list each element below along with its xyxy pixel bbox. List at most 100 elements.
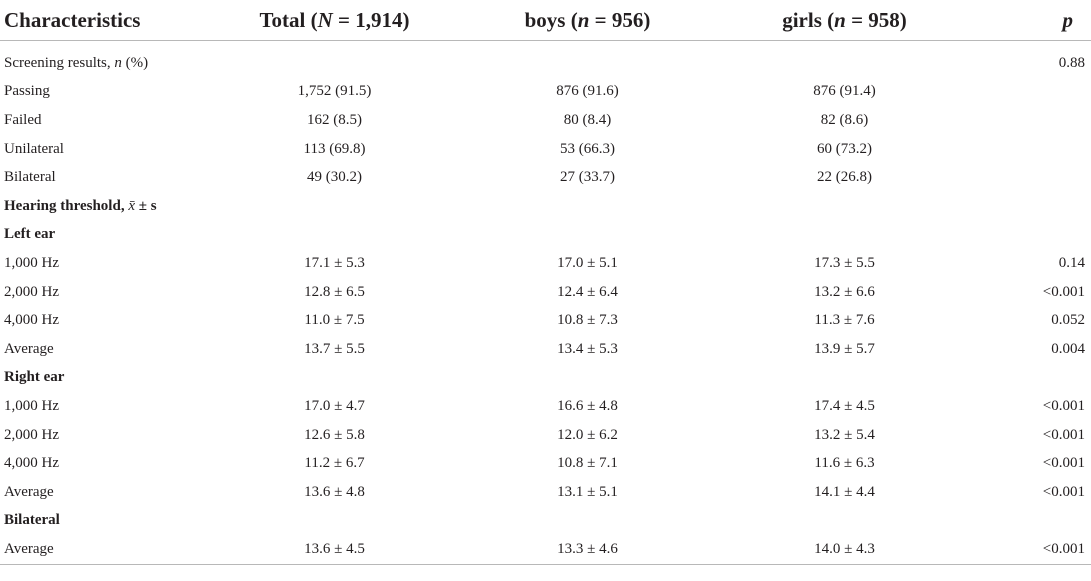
table-row: 4,000 Hz 11.2 ± 6.7 10.8 ± 7.1 11.6 ± 6.3 <0…	[0, 449, 1091, 478]
table-row: Screening results, n (%) 0.88	[0, 49, 1091, 78]
cell-boys	[451, 364, 724, 393]
cell-girls	[724, 192, 965, 221]
cell-girls	[724, 49, 965, 78]
row-label: Average	[4, 340, 54, 357]
cell-girls: 11.6 ± 6.3	[814, 455, 875, 472]
cell-total: 13.6 ± 4.5	[218, 535, 451, 566]
cell-p-value	[965, 78, 1091, 107]
table-body: Screening results, n (%) 0.88 Passing 1,752…	[0, 41, 1091, 566]
cell-boys: 10.8 ± 7.1	[557, 455, 618, 472]
cell-p-value: <0.001	[1042, 283, 1085, 300]
cell-boys: 80 (8.4)	[563, 111, 612, 128]
cell-boys: 12.0 ± 6.2	[557, 426, 618, 443]
cell-boys: 12.4 ± 6.4	[557, 283, 618, 300]
cell-girls: 13.2 ± 6.6	[814, 283, 875, 300]
cell-girls: 11.3 ± 7.6	[814, 312, 875, 329]
table-row: 2,000 Hz 12.8 ± 6.5 12.4 ± 6.4 13.2 ± 6.6 <0…	[0, 278, 1091, 307]
section-header-row: Left ear	[0, 221, 1091, 250]
table-row: 4,000 Hz 11.0 ± 7.5 10.8 ± 7.3 11.3 ± 7.6 0.…	[0, 306, 1091, 335]
row-label: Average	[4, 483, 54, 500]
cell-boys: 13.3 ± 4.6	[451, 535, 724, 566]
cell-p-value	[965, 163, 1091, 192]
cell-total	[218, 507, 451, 536]
cell-girls: 876 (91.4)	[813, 83, 876, 100]
table-row: Average 13.7 ± 5.5 13.4 ± 5.3 13.9 ± 5.7 0.0…	[0, 335, 1091, 364]
cell-total: 11.0 ± 7.5	[304, 312, 365, 329]
cell-p-value: 0.88	[1058, 54, 1085, 71]
cell-total	[218, 364, 451, 393]
cell-p-value: <0.001	[1042, 397, 1085, 414]
cell-total: 13.6 ± 4.8	[304, 483, 365, 500]
spacer-row	[0, 41, 1091, 50]
cell-total	[218, 49, 451, 78]
cell-girls: 14.1 ± 4.4	[814, 483, 875, 500]
table-row: 2,000 Hz 12.6 ± 5.8 12.0 ± 6.2 13.2 ± 5.4 <0…	[0, 421, 1091, 450]
row-label: 2,000 Hz	[4, 283, 59, 300]
cell-p-value: 0.14	[1058, 254, 1085, 271]
row-label: Failed	[4, 111, 42, 128]
row-label: Bilateral	[4, 512, 60, 529]
section-header-row: Right ear	[0, 364, 1091, 393]
cell-boys: 13.4 ± 5.3	[557, 340, 618, 357]
cell-girls: 17.3 ± 5.5	[814, 254, 875, 271]
cell-p-value: <0.001	[965, 535, 1091, 566]
cell-total: 17.1 ± 5.3	[304, 254, 365, 271]
section-header-row: Hearing threshold, x̄ ± s	[0, 192, 1091, 221]
row-label: Passing	[4, 83, 50, 100]
cell-p-value: 0.004	[1051, 340, 1085, 357]
cell-total	[218, 221, 451, 250]
cell-boys: 16.6 ± 4.8	[557, 397, 618, 414]
cell-total: 162 (8.5)	[307, 111, 362, 128]
cell-p-value	[965, 106, 1091, 135]
cell-girls	[724, 507, 965, 536]
row-label: 2,000 Hz	[4, 426, 59, 443]
row-label: Screening results, n (%)	[4, 54, 149, 71]
cell-girls: 17.4 ± 4.5	[814, 397, 875, 414]
cell-girls: 14.0 ± 4.3	[724, 535, 965, 566]
table-row: Bilateral 49 (30.2) 27 (33.7) 22 (26.8)	[0, 163, 1091, 192]
row-label: Right ear	[4, 369, 65, 386]
cell-p-value	[965, 507, 1091, 536]
header-p-value: p	[1062, 7, 1074, 32]
cell-p-value: <0.001	[1042, 455, 1085, 472]
cell-girls: 13.2 ± 5.4	[814, 426, 875, 443]
header-characteristics: Characteristics	[4, 7, 141, 32]
cell-girls: 60 (73.2)	[817, 140, 872, 157]
header-boys: boys (n = 956)	[524, 7, 651, 32]
cell-total: 12.8 ± 6.5	[304, 283, 365, 300]
row-label: 4,000 Hz	[4, 455, 59, 472]
cell-boys	[451, 192, 724, 221]
cell-boys: 53 (66.3)	[560, 140, 615, 157]
row-label: Hearing threshold, x̄ ± s	[4, 197, 157, 214]
cell-boys: 876 (91.6)	[556, 83, 619, 100]
cell-girls	[724, 221, 965, 250]
section-header-row: Bilateral	[0, 507, 1091, 536]
header-girls: girls (n = 958)	[782, 7, 907, 32]
cell-total: 12.6 ± 5.8	[304, 426, 365, 443]
cell-p-value: 0.052	[1051, 312, 1085, 329]
cell-total: 17.0 ± 4.7	[304, 397, 365, 414]
cell-p-value: <0.001	[1042, 483, 1085, 500]
hearing-screening-table: Characteristics Total (N = 1,914) boys (…	[0, 0, 1091, 566]
row-label: 1,000 Hz	[4, 397, 59, 414]
row-label: Bilateral	[4, 169, 56, 186]
table-row: Failed 162 (8.5) 80 (8.4) 82 (8.6)	[0, 106, 1091, 135]
cell-girls: 22 (26.8)	[817, 169, 872, 186]
cell-total: 49 (30.2)	[307, 169, 362, 186]
row-label: Unilateral	[4, 140, 64, 157]
table-row: Passing 1,752 (91.5) 876 (91.6) 876 (91.4)	[0, 78, 1091, 107]
cell-p-value	[965, 192, 1091, 221]
row-label: 4,000 Hz	[4, 312, 59, 329]
cell-girls: 13.9 ± 5.7	[814, 340, 875, 357]
cell-boys	[451, 221, 724, 250]
header-total: Total (N = 1,914)	[259, 7, 410, 32]
cell-p-value: <0.001	[1042, 426, 1085, 443]
table-row: Average 13.6 ± 4.8 13.1 ± 5.1 14.1 ± 4.4 <0.…	[0, 478, 1091, 507]
header-row: Characteristics Total (N = 1,914) boys (…	[0, 0, 1091, 41]
row-label: 1,000 Hz	[4, 254, 59, 271]
cell-girls: 82 (8.6)	[820, 111, 869, 128]
cell-p-value	[965, 364, 1091, 393]
cell-boys: 10.8 ± 7.3	[557, 312, 618, 329]
table-row: 1,000 Hz 17.0 ± 4.7 16.6 ± 4.8 17.4 ± 4.5 <0…	[0, 392, 1091, 421]
cell-total: 113 (69.8)	[303, 140, 366, 157]
